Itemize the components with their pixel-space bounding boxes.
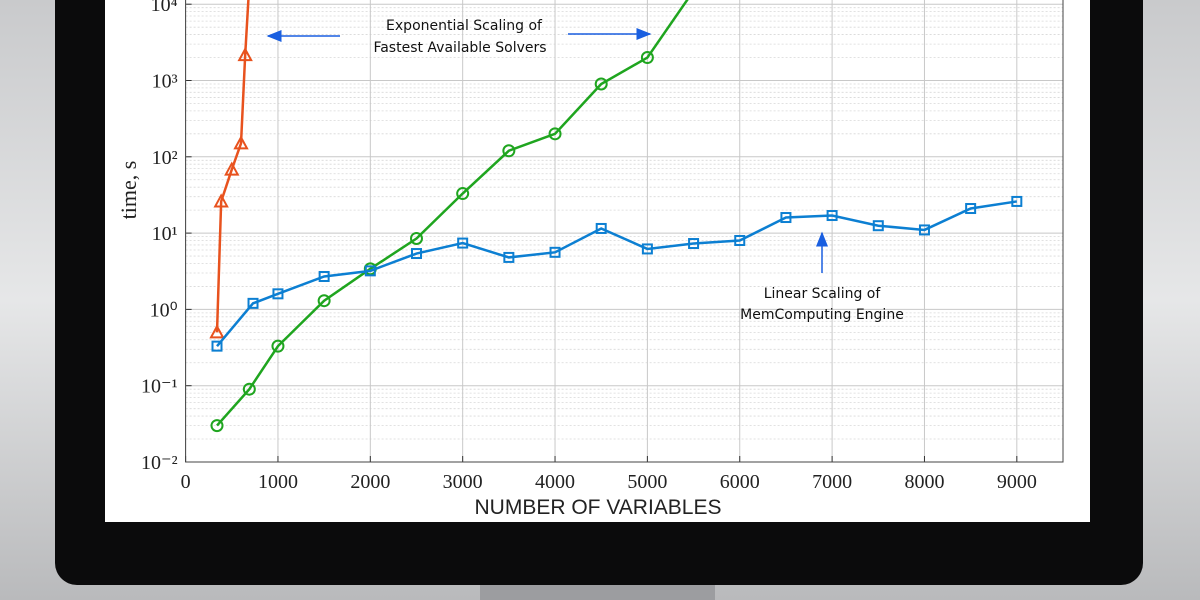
x-tick-label: 4000 bbox=[535, 471, 575, 493]
marker bbox=[247, 297, 259, 309]
marker bbox=[780, 212, 792, 224]
annotation: Linear Scaling of bbox=[764, 286, 882, 302]
marker bbox=[595, 222, 607, 234]
marker bbox=[503, 251, 515, 263]
x-tick-label: 7000 bbox=[812, 471, 852, 493]
x-tick-label: 9000 bbox=[997, 471, 1037, 493]
annotation: MemComputing Engine bbox=[740, 307, 904, 323]
marker bbox=[688, 238, 700, 250]
series-line bbox=[216, 200, 1018, 347]
marker bbox=[209, 324, 225, 339]
marker bbox=[872, 220, 884, 232]
y-tick-label: 10³ bbox=[152, 71, 178, 93]
screen bbox=[105, 0, 1090, 522]
chart: 10⁻² 10⁻¹ 10⁰ 10¹ 10² 10³ 10⁴ 0 1000 2000 3000 4000… bbox=[141, 0, 1064, 493]
marker bbox=[233, 135, 249, 150]
x-tick-label: 8000 bbox=[904, 471, 944, 493]
y-tick-label: 10⁴ bbox=[151, 0, 178, 16]
x-axis-label: NUMBER OF VARIABLES bbox=[475, 496, 722, 519]
annotation: Fastest Available Solvers bbox=[373, 40, 546, 56]
y-tick-label: 10⁰ bbox=[150, 299, 178, 321]
marker bbox=[211, 340, 223, 352]
marker bbox=[502, 144, 516, 158]
series-line bbox=[216, 0, 689, 427]
marker bbox=[242, 382, 256, 396]
marker bbox=[410, 248, 422, 260]
x-tick-label: 6000 bbox=[720, 471, 760, 493]
y-tick-label: 10² bbox=[152, 147, 178, 169]
y-axis-label: time, s bbox=[116, 161, 141, 220]
x-tick-label: 3000 bbox=[443, 471, 483, 493]
plot-frame bbox=[185, 0, 1064, 463]
marker bbox=[549, 246, 561, 258]
plot-area bbox=[209, 0, 1023, 433]
marker bbox=[364, 265, 376, 277]
marker bbox=[641, 243, 653, 255]
marker bbox=[548, 127, 562, 141]
marker bbox=[210, 419, 224, 433]
marker bbox=[213, 193, 229, 208]
marker bbox=[734, 234, 746, 246]
marker bbox=[640, 51, 654, 65]
x-tick-label: 1000 bbox=[258, 471, 298, 493]
y-tick-label: 10⁻¹ bbox=[141, 376, 178, 398]
marker bbox=[965, 203, 977, 215]
marker bbox=[237, 47, 253, 62]
x-tick-label: 5000 bbox=[627, 471, 667, 493]
marker bbox=[594, 77, 608, 91]
marker bbox=[272, 288, 284, 300]
marker bbox=[918, 224, 930, 236]
y-tick-label: 10⁻² bbox=[141, 452, 178, 474]
marker bbox=[457, 237, 469, 249]
marker bbox=[271, 339, 285, 353]
annotation: Exponential Scaling of bbox=[386, 18, 543, 34]
marker bbox=[318, 270, 330, 282]
marker bbox=[224, 161, 240, 176]
series-line bbox=[215, 0, 250, 333]
marker bbox=[456, 187, 470, 201]
x-tick-label: 0 bbox=[181, 471, 191, 493]
marker bbox=[826, 210, 838, 222]
y-tick-label: 10¹ bbox=[152, 223, 178, 245]
marker bbox=[317, 294, 331, 308]
marker bbox=[409, 231, 423, 245]
marker bbox=[1011, 195, 1023, 207]
x-tick-label: 2000 bbox=[350, 471, 390, 493]
